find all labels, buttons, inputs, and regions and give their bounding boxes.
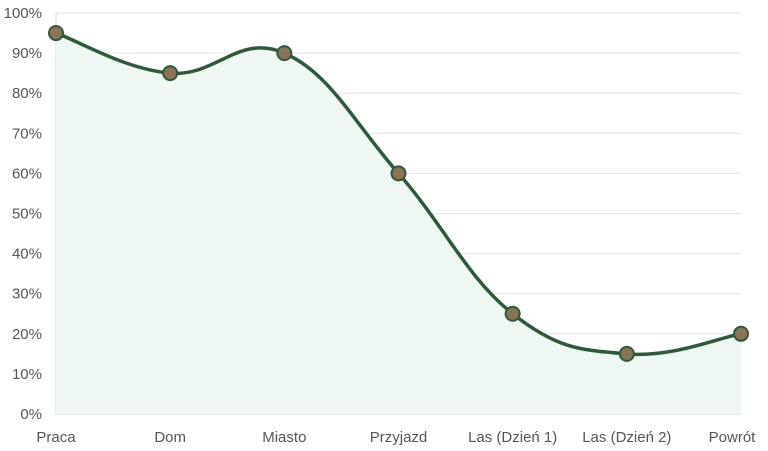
y-tick-label: 50%: [12, 206, 42, 223]
series-area: [56, 33, 741, 415]
y-tick-label: 30%: [12, 286, 42, 303]
y-tick-label: 90%: [12, 45, 42, 62]
data-point-3[interactable]: [390, 165, 407, 182]
data-point-4[interactable]: [504, 305, 521, 322]
y-tick-label: 10%: [12, 366, 42, 383]
data-point-6[interactable]: [733, 325, 749, 342]
data-point-2[interactable]: [276, 45, 293, 62]
y-tick-label: 40%: [12, 246, 42, 263]
x-tick-label: Las (Dzień 2): [582, 429, 671, 446]
x-tick-label: Dom: [154, 429, 186, 446]
x-tick-label: Przyjazd: [370, 429, 428, 446]
x-tick-label: Las (Dzień 1): [468, 429, 557, 446]
data-point-1[interactable]: [162, 65, 179, 82]
x-axis-labels: Praca Dom Miasto Przyjazd Las (Dzień 1) Las (…: [36, 429, 756, 446]
y-tick-label: 100%: [4, 5, 42, 22]
data-point-5[interactable]: [618, 345, 635, 362]
y-tick-label: 80%: [12, 85, 42, 102]
y-tick-label: 20%: [12, 326, 42, 343]
y-axis-labels: 0% 10% 20% 30% 40% 50% 60% 70% 80% 90% 100%: [4, 5, 42, 423]
y-tick-label: 60%: [12, 165, 42, 182]
area-layer: [56, 33, 741, 415]
x-tick-label: Miasto: [262, 429, 306, 446]
data-points: [48, 25, 749, 362]
y-tick-label: 0%: [20, 406, 42, 423]
data-point-0[interactable]: [48, 25, 64, 42]
x-tick-label: Powrót: [709, 429, 757, 446]
y-tick-label: 70%: [12, 125, 42, 142]
x-tick-label: Praca: [36, 429, 76, 446]
